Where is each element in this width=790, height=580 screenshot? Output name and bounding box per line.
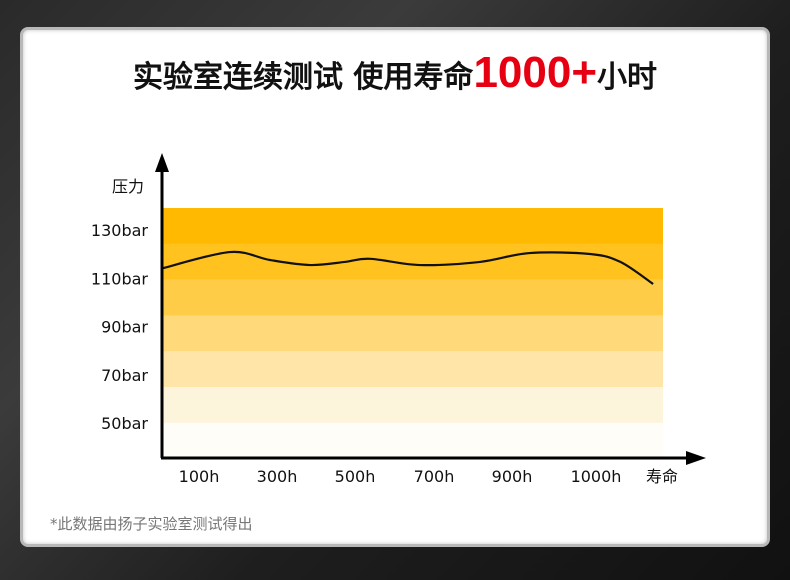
x-tick-label: 100h xyxy=(179,467,220,486)
x-axis-arrow-icon xyxy=(686,451,706,465)
y-tick-label: 90bar xyxy=(101,318,148,337)
y-axis-label: 压力 xyxy=(112,177,144,196)
page-title: 实验室连续测试 使用寿命1000+小时 xyxy=(0,48,790,98)
x-tick-label: 500h xyxy=(335,467,376,486)
x-tick-label: 900h xyxy=(492,467,533,486)
band xyxy=(163,243,663,280)
x-tick-label: 300h xyxy=(257,467,298,486)
band xyxy=(163,315,663,352)
title-text: 实验室连续测试 使用寿命 xyxy=(132,60,474,95)
band xyxy=(163,387,663,423)
band xyxy=(163,279,663,316)
y-tick-label: 130bar xyxy=(91,221,149,240)
title-highlight: 1000+ xyxy=(473,48,598,97)
x-axis-label: 寿命 xyxy=(646,467,678,486)
title-suffix: 小时 xyxy=(597,60,658,95)
y-tick-label: 50bar xyxy=(101,414,148,433)
band xyxy=(163,351,663,388)
series-line xyxy=(161,250,654,285)
band xyxy=(163,422,663,459)
band xyxy=(163,208,663,244)
y-tick-label: 110bar xyxy=(91,269,149,288)
footnote: *此数据由扬子实验室测试得出 xyxy=(50,515,253,533)
x-tick-label: 700h xyxy=(414,467,455,486)
y-tick-label: 70bar xyxy=(101,366,148,385)
y-axis-arrow-icon xyxy=(155,153,169,172)
x-tick-label: 1000h xyxy=(571,467,622,486)
